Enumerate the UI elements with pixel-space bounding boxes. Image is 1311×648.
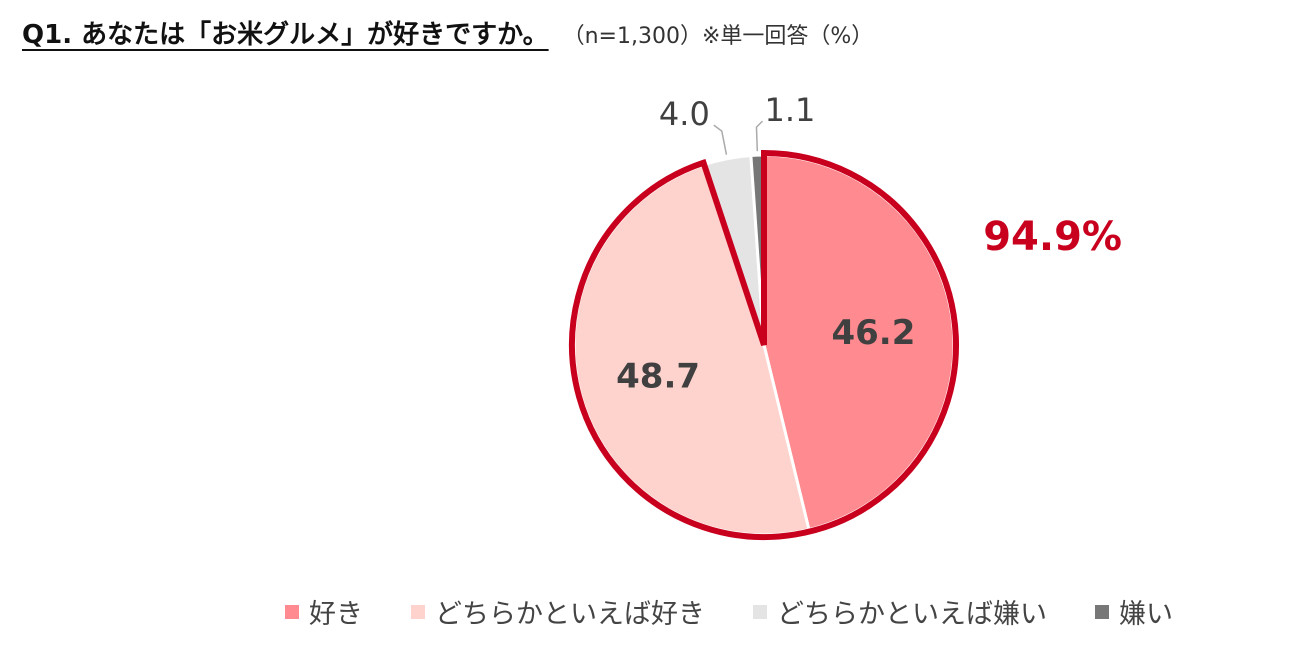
title-row: Q1. あなたは「お米グルメ」が好きですか。 （n=1,300）※単一回答（%） bbox=[22, 14, 873, 51]
legend-swatch bbox=[411, 604, 425, 619]
legend-item-dislike: 嫌い bbox=[1095, 592, 1173, 631]
leader-line bbox=[713, 124, 728, 155]
highlight-outline bbox=[569, 149, 959, 540]
legend: 好き どちらかといえば好き どちらかといえば嫌い 嫌い bbox=[285, 592, 1173, 631]
legend-label: 嫌い bbox=[1119, 599, 1173, 630]
chart-title: Q1. あなたは「お米グルメ」が好きですか。 bbox=[22, 20, 549, 50]
sample-note: （n=1,300）※単一回答（%） bbox=[562, 24, 874, 49]
legend-label: 好き bbox=[309, 599, 363, 630]
data-label: 48.7 bbox=[616, 356, 700, 396]
data-label: 4.0 bbox=[659, 95, 710, 133]
data-label: 1.1 bbox=[764, 91, 815, 129]
highlight-total-label: 94.9% bbox=[983, 214, 1122, 260]
legend-swatch bbox=[753, 604, 767, 619]
legend-swatch bbox=[1095, 604, 1109, 619]
legend-label: どちらかといえば好き bbox=[435, 599, 705, 630]
legend-item-like: 好き bbox=[285, 592, 363, 631]
legend-item-somewhat-dislike: どちらかといえば嫌い bbox=[753, 592, 1047, 631]
data-label: 46.2 bbox=[831, 313, 915, 353]
legend-item-somewhat-like: どちらかといえば好き bbox=[411, 592, 705, 631]
legend-swatch bbox=[285, 604, 299, 619]
legend-label: どちらかといえば嫌い bbox=[777, 599, 1047, 630]
leader-line bbox=[755, 120, 763, 152]
